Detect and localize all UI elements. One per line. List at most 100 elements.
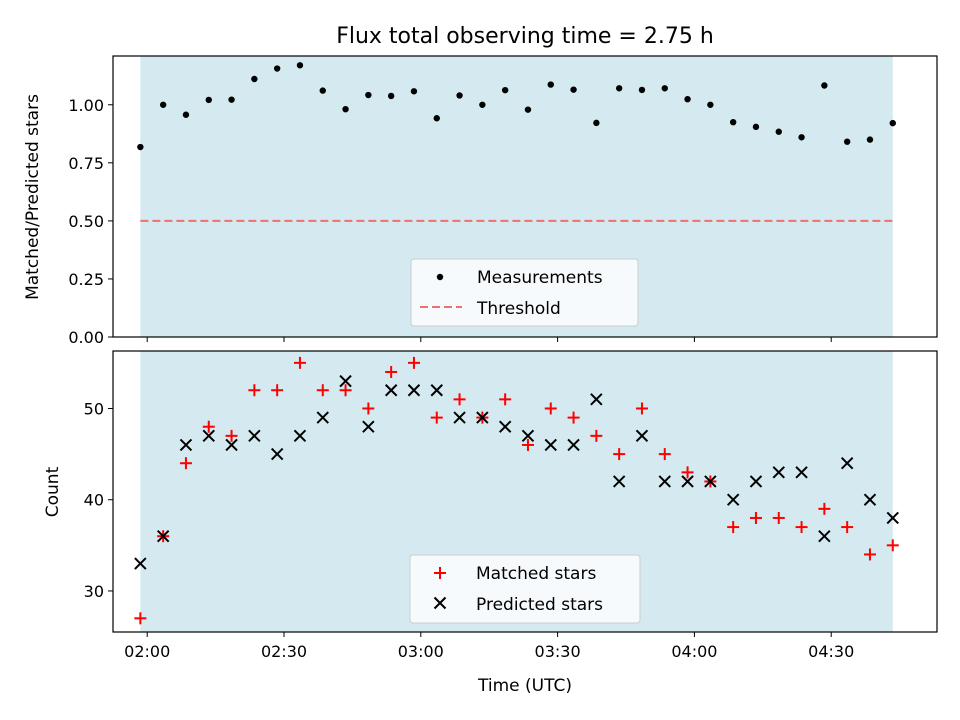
predicted-star-point — [156, 529, 170, 543]
measurement-point — [319, 87, 326, 94]
matched-star-point — [590, 429, 603, 442]
legend-marker-matched — [434, 567, 446, 579]
measurement-point — [251, 75, 258, 83]
matched-star-point — [795, 521, 808, 534]
predicted-star-point — [270, 447, 284, 461]
x-axis-label: Time (UTC) — [477, 676, 572, 696]
predicted-star-point — [590, 393, 603, 406]
x-tick-label: 02:00 — [124, 642, 170, 661]
y-tick-label: 30 — [84, 582, 104, 601]
measurement-point — [752, 123, 760, 131]
predicted-star-point — [612, 475, 626, 488]
predicted-star-point — [225, 438, 238, 452]
matched-star-point — [225, 429, 238, 442]
x-tick-label: 02:30 — [261, 642, 307, 661]
measurement-point — [866, 136, 874, 143]
y-tick-label: 0.25 — [68, 270, 104, 289]
measurement-point — [433, 115, 440, 122]
predicted-star-point — [772, 466, 785, 479]
matched-star-point — [362, 402, 375, 415]
y-tick-label: 1.00 — [68, 96, 104, 115]
matched-star-point — [339, 384, 352, 397]
measurement-point — [456, 92, 463, 99]
measurement-point — [137, 143, 144, 151]
measurement-point — [387, 92, 395, 100]
matched-star-point — [385, 365, 398, 378]
bottom-y-axis-label: Count — [43, 466, 63, 517]
matched-star-point — [886, 539, 899, 552]
measurement-point — [228, 96, 235, 103]
measurement-point — [684, 95, 691, 103]
measurement-point — [479, 101, 486, 108]
matched-star-point — [658, 448, 671, 461]
measurement-point — [410, 88, 418, 95]
matched-star-point — [635, 402, 648, 415]
matched-star-point — [453, 393, 466, 406]
matched-star-point — [293, 356, 306, 369]
measurement-point — [159, 101, 167, 108]
measurement-point — [182, 111, 190, 118]
matched-star-point — [544, 402, 557, 415]
predicted-star-point — [453, 411, 466, 424]
legend-box — [410, 258, 639, 327]
predicted-star-point — [521, 429, 535, 443]
measurement-point — [547, 81, 554, 88]
predicted-star-point — [658, 475, 671, 488]
measurement-point — [593, 119, 600, 127]
legend: Matched stars Predicted stars — [409, 554, 641, 624]
count-panel: 30 40 50 02:00 02:30 03:00 03:30 04:00 04:30 Matc… — [84, 350, 938, 661]
measurement-point — [729, 118, 737, 126]
matched-star-point — [567, 411, 580, 424]
x-tick-label: 04:30 — [808, 642, 854, 661]
legend-label-measurements: Measurements — [477, 268, 603, 288]
measurement-point — [273, 65, 281, 72]
predicted-star-point — [863, 493, 877, 506]
legend: Measurements Threshold — [410, 258, 639, 327]
y-tick-label: 0.50 — [68, 212, 104, 231]
axes-frame — [112, 55, 938, 338]
measurement-point — [798, 134, 805, 141]
measurement-point — [342, 105, 349, 113]
predicted-star-point — [544, 438, 557, 452]
matched-star-point — [727, 521, 740, 534]
predicted-star-point — [293, 429, 307, 443]
predicted-star-point — [430, 384, 443, 397]
predicted-star-point — [681, 475, 694, 488]
x-tick-label: 03:30 — [535, 642, 581, 661]
legend-marker-predicted — [433, 596, 447, 610]
chart-title: Flux total observing time = 2.75 h — [336, 24, 714, 49]
legend-label-matched: Matched stars — [476, 564, 596, 584]
matched-star-point — [863, 548, 876, 561]
predicted-star-point — [704, 475, 717, 488]
matched-star-point — [818, 502, 831, 515]
measurement-point — [843, 138, 851, 145]
measurement-point — [638, 86, 646, 94]
y-tick-label: 0.00 — [68, 328, 104, 347]
predicted-star-point — [476, 411, 489, 424]
y-tick-label: 0.75 — [68, 154, 104, 173]
legend-label-predicted: Predicted stars — [476, 595, 603, 615]
predicted-star-point — [339, 374, 352, 388]
matched-star-point — [521, 438, 534, 451]
measurement-point — [775, 128, 782, 135]
predicted-star-point — [202, 429, 215, 443]
measurement-point — [707, 101, 714, 108]
matched-star-point — [772, 511, 785, 524]
measurement-point — [661, 85, 668, 92]
measurement-point — [570, 86, 577, 93]
matched-star-point — [202, 420, 215, 433]
predicted-star-point — [749, 475, 763, 488]
matched-star-point — [134, 612, 147, 625]
matched-star-point — [179, 457, 192, 470]
predicted-star-point — [726, 493, 740, 506]
legend-label-threshold: Threshold — [476, 299, 561, 319]
legend-box — [409, 554, 641, 624]
axes-frame — [112, 350, 938, 633]
matched-star-point — [407, 356, 420, 369]
predicted-star-point — [316, 411, 329, 424]
matched-star-point — [271, 384, 284, 397]
measurement-point — [889, 119, 896, 127]
measurement-point — [615, 85, 623, 92]
measurement-point — [501, 86, 509, 94]
